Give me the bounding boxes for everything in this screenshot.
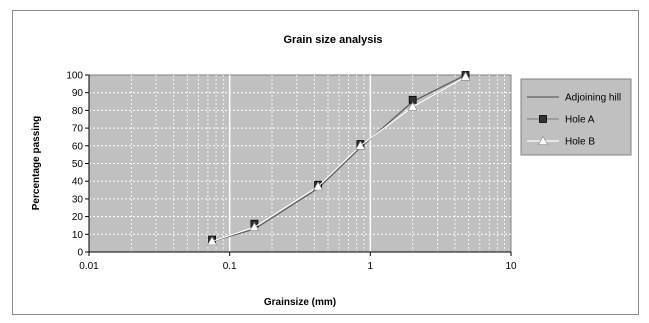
axes [85, 74, 512, 256]
series-adjoining-hill [211, 74, 466, 243]
chart-title: Grain size analysis [283, 34, 382, 46]
data-point [355, 140, 366, 150]
data-point [460, 71, 471, 81]
legend-entry: Hole A [527, 115, 595, 126]
y-tick-label: 10 [72, 230, 84, 241]
y-tick-label: 90 [72, 88, 84, 99]
y-tick-label: 60 [72, 141, 84, 152]
grain-size-chart: Grain size analysis 0.01 0.1 1 10 0 10 20 30 40… [31, 34, 632, 308]
legend-marker [537, 135, 549, 145]
series-layer [207, 71, 471, 246]
x-tick-label: 0.01 [79, 261, 99, 272]
legend: Adjoining hill Hole A Hole B [520, 78, 632, 156]
legend-label: Adjoining hill [565, 93, 621, 104]
series-line [211, 76, 466, 242]
legend-entry: Adjoining hill [527, 93, 621, 104]
legend-marker [539, 115, 547, 123]
legend-entry: Hole B [527, 135, 595, 148]
legend-label: Hole B [565, 137, 595, 148]
x-tick-label: 1 [368, 261, 374, 272]
data-point [407, 101, 418, 111]
y-tick-label: 100 [66, 71, 83, 82]
y-axis-title: Percentage passing [31, 116, 42, 210]
data-point [207, 236, 218, 246]
x-axis-title: Grainsize (mm) [264, 297, 336, 308]
series-hole-b [207, 71, 471, 246]
legend-label: Hole A [565, 115, 595, 126]
chart-frame: Grain size analysis 0.01 0.1 1 10 0 10 20 30 40… [12, 10, 639, 315]
y-tick-label: 0 [77, 248, 83, 259]
y-tick-labels: 0 10 20 30 40 50 60 70 80 90 100 [66, 71, 83, 259]
data-point [249, 222, 260, 232]
x-tick-labels: 0.01 0.1 1 10 [79, 261, 517, 272]
x-tick-label: 10 [505, 261, 517, 272]
y-tick-label: 30 [72, 194, 84, 205]
series-line [211, 74, 466, 243]
y-tick-label: 70 [72, 124, 84, 135]
y-tick-label: 20 [72, 212, 84, 223]
y-tick-label: 50 [72, 159, 84, 170]
y-tick-label: 80 [72, 106, 84, 117]
data-point [313, 181, 324, 191]
x-tick-label: 0.1 [223, 261, 237, 272]
plot-area [88, 74, 512, 253]
y-tick-label: 40 [72, 177, 84, 188]
